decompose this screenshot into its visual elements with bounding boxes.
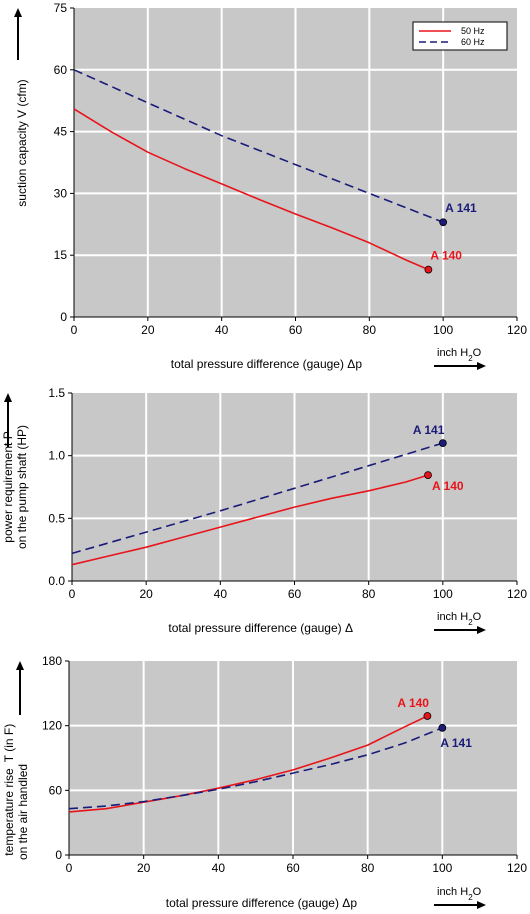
y-axis-arrowhead [16, 661, 24, 670]
x-axis-label: total pressure difference (gauge) Δp [166, 896, 358, 910]
y-tick-label: 0.0 [48, 574, 65, 588]
x-tick-label: 80 [362, 587, 376, 601]
x-tick-label: 120 [507, 587, 527, 601]
y-tick-label: 30 [54, 186, 68, 200]
marker-point-a140 [424, 471, 432, 479]
y-tick-label: 1.5 [48, 386, 65, 400]
series-line-60hz [73, 69, 444, 223]
marker-point-a140 [424, 265, 433, 274]
x-tick-label: 0 [71, 323, 78, 337]
x-unit-arrowhead [477, 901, 486, 909]
series-line-50hz [68, 715, 428, 813]
x-tick-label: 100 [433, 587, 453, 601]
y-axis-arrowhead [4, 393, 12, 402]
x-tick-label: 40 [215, 323, 229, 337]
x-axis-label: total pressure difference (gauge) Δ [168, 621, 353, 635]
x-tick-label: 120 [507, 861, 527, 875]
x-tick-label: 0 [69, 587, 76, 601]
x-tick-label: 120 [507, 323, 527, 337]
x-tick-label: 60 [286, 861, 300, 875]
marker-point-a141 [438, 723, 447, 732]
x-tick-label: 80 [361, 861, 375, 875]
x-unit-label: inch H2O [437, 611, 482, 627]
chart-2: 0 20 40 60 80 100 120 0.0 0.5 1.0 1.5 total pressur… [1, 386, 527, 635]
marker-label-a140: A 140 [430, 249, 462, 263]
series-line-50hz [73, 108, 429, 271]
y-tick-label: 0.5 [48, 511, 65, 525]
y-tick-label: 180 [42, 654, 62, 668]
x-tick-label: 100 [432, 861, 452, 875]
y-axis-label: temperature rise [2, 768, 16, 856]
x-tick-label: 80 [363, 323, 377, 337]
x-tick-label: 60 [288, 587, 302, 601]
y-tick-label: 75 [54, 1, 68, 15]
y-tick-label: 15 [54, 248, 68, 262]
chart-3: 0 20 40 60 80 100 120 0 60 120 180 total pressure d… [2, 654, 527, 910]
marker-label-a141: A 141 [445, 201, 477, 215]
marker-label-a140: A 140 [397, 696, 429, 710]
y-tick-label: 1.0 [48, 449, 65, 463]
x-tick-label: 100 [433, 323, 453, 337]
legend-box [412, 21, 508, 51]
x-unit-arrowhead [477, 362, 486, 370]
marker-label-a141: A 141 [440, 736, 472, 750]
x-unit-label: inch H2O [437, 886, 482, 902]
y-axis-label: on the air handled [16, 764, 30, 860]
y-tick-label: 60 [49, 783, 63, 797]
x-axis-label: total pressure difference (gauge) Δp [171, 357, 363, 371]
marker-label-a141: A 141 [413, 423, 445, 437]
x-tick-label: 40 [212, 861, 226, 875]
y-axis-label: power requirement P [1, 431, 15, 542]
y-tick-label: 120 [42, 719, 62, 733]
marker-point-a141 [438, 439, 447, 448]
marker-label-a140: A 140 [432, 479, 464, 493]
y-axis-label: suction capacity V (cfm) [15, 79, 29, 206]
x-unit-label: inch H2O [437, 347, 482, 363]
y-tick-label: 0 [60, 310, 67, 324]
y-axis-label: on the pump shaft (HP) [15, 425, 29, 549]
y-tick-label: 45 [54, 125, 68, 139]
series-line-60hz [68, 727, 443, 810]
series-line-60hz [71, 442, 444, 555]
x-tick-label: 40 [214, 587, 228, 601]
x-tick-label: 20 [139, 587, 153, 601]
marker-point-a141 [439, 218, 448, 227]
legend-entry: 60 Hz [461, 37, 485, 47]
y-axis-symbol: T (in F) [2, 724, 16, 762]
chart-1: 0 20 40 60 80 100 120 0 15 30 45 60 75 total pressure… [14, 1, 527, 371]
y-tick-label: 60 [54, 63, 68, 77]
x-tick-label: 60 [289, 323, 303, 337]
y-axis-arrowhead [14, 8, 22, 17]
series-line-50hz [71, 474, 429, 566]
y-tick-label: 0 [55, 848, 62, 862]
legend-entry: 50 Hz [461, 26, 485, 36]
x-tick-label: 0 [66, 861, 73, 875]
marker-point-a140 [423, 712, 432, 720]
x-tick-label: 20 [141, 323, 155, 337]
x-tick-label: 20 [137, 861, 151, 875]
x-unit-arrowhead [477, 626, 486, 634]
